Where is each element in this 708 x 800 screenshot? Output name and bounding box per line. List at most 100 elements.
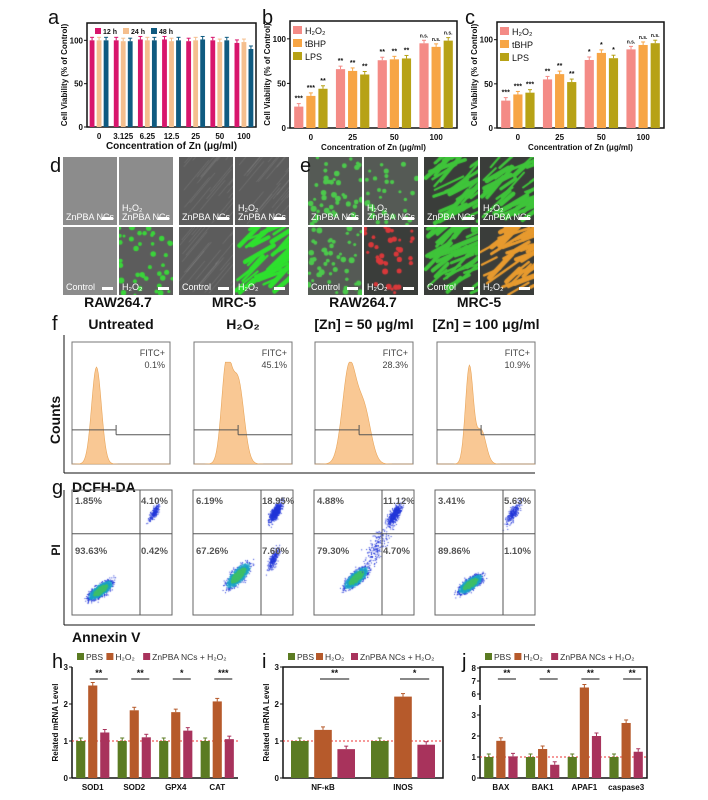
bar-h-0-2 bbox=[100, 732, 110, 778]
image-label: H₂O₂ bbox=[483, 282, 504, 292]
microscopy-image-pixels bbox=[179, 157, 233, 225]
bar-i-0-1 bbox=[314, 729, 332, 778]
microscopy-image: H₂O₂ bbox=[480, 227, 534, 295]
y-tick-label: 6 bbox=[472, 690, 477, 699]
histogram-curve bbox=[314, 361, 413, 465]
microscopy-image-pixels bbox=[63, 227, 117, 295]
bar-b-1-2 bbox=[360, 74, 370, 128]
histogram-title: Untreated bbox=[88, 316, 153, 332]
legend-label: PBS bbox=[494, 652, 511, 662]
scale-bar bbox=[403, 287, 414, 290]
x-tick-label: 25 bbox=[555, 133, 564, 142]
scale-bar bbox=[102, 217, 113, 220]
scale-bar bbox=[519, 287, 530, 290]
microscopy-image: H₂O₂ ZnPBA NCs bbox=[119, 157, 173, 225]
bar-a-5-2 bbox=[224, 40, 230, 128]
scale-bar bbox=[347, 217, 358, 220]
scale-bar bbox=[218, 217, 229, 220]
bar-a-5-0 bbox=[210, 40, 216, 128]
gate-label: FITC+ bbox=[383, 348, 408, 358]
x-tick-label: APAF1 bbox=[572, 783, 598, 792]
x-tick-label: 50 bbox=[215, 132, 224, 141]
quadrant-percent: 6.19% bbox=[196, 496, 223, 507]
legend-label: H₂O₂ bbox=[512, 27, 533, 37]
legend-label: ZnPBA NCs + H₂O₂ bbox=[152, 652, 226, 662]
y-tick-label: 100 bbox=[480, 36, 494, 45]
bar-h-1-2 bbox=[141, 737, 151, 778]
bar-a-3-1 bbox=[169, 41, 174, 128]
bar-b-1-0 bbox=[335, 69, 346, 128]
bar-h-2-2 bbox=[183, 730, 193, 778]
y-axis-title: Related mRNA Level bbox=[51, 684, 60, 762]
image-label: Control bbox=[182, 282, 212, 292]
scale-bar bbox=[463, 287, 474, 290]
y-tick-label: 50 bbox=[74, 80, 83, 89]
panel-label-b: b bbox=[262, 7, 273, 29]
plot-frame-j bbox=[479, 666, 648, 779]
bar-a-4-2 bbox=[200, 39, 206, 127]
panel-label-h: h bbox=[52, 651, 63, 673]
scale-bar bbox=[274, 217, 285, 220]
x-tick-label: caspase3 bbox=[608, 783, 645, 792]
legend-swatch bbox=[500, 40, 509, 48]
microscopy-image: H₂O₂ ZnPBA NCs bbox=[235, 157, 289, 225]
microscopy-image: Control bbox=[63, 227, 117, 295]
microscopy-image: H₂O₂ bbox=[364, 227, 418, 295]
gate-marker bbox=[315, 424, 413, 436]
bar-c-2-1 bbox=[596, 52, 606, 128]
significance-label: n.s. bbox=[432, 37, 441, 43]
x-tick-label: 25 bbox=[191, 132, 200, 141]
significance-label: n.s. bbox=[651, 33, 660, 39]
legend-swatch bbox=[143, 653, 151, 660]
significance-label: * bbox=[413, 668, 417, 678]
bar-a-5-1 bbox=[217, 42, 223, 127]
y-axis-title: Counts bbox=[47, 396, 63, 444]
bar-a-1-1 bbox=[120, 41, 126, 128]
x-tick-label: 25 bbox=[348, 133, 357, 142]
scale-bar bbox=[158, 217, 169, 220]
y-tick-label: 3 bbox=[472, 711, 477, 720]
bar-c-3-0 bbox=[626, 49, 636, 129]
microscopy-image-pixels bbox=[63, 157, 117, 225]
bar-h-3-0 bbox=[200, 741, 210, 778]
gate-percent: 45.1% bbox=[261, 360, 287, 370]
microscopy-image-pixels bbox=[424, 227, 478, 295]
y-axis-title: Related mRNA Level bbox=[262, 684, 271, 762]
y-tick-label: 3 bbox=[64, 663, 69, 672]
legend-label: PBS bbox=[86, 652, 103, 662]
y-tick-label: 8 bbox=[472, 664, 477, 673]
significance-label: ** bbox=[629, 668, 637, 678]
legend-label: tBHP bbox=[305, 39, 326, 49]
bar-a-4-0 bbox=[186, 41, 192, 128]
bar-a-3-0 bbox=[162, 39, 167, 127]
gate-marker bbox=[72, 424, 170, 436]
quadrant-percent: 4.10% bbox=[141, 496, 168, 507]
y-axis-title: Cell Viability (% of Control) bbox=[263, 23, 272, 126]
scale-bar bbox=[347, 287, 358, 290]
x-tick-label: 12.5 bbox=[164, 132, 180, 141]
x-tick-label: 3.125 bbox=[113, 132, 134, 141]
significance-label: ** bbox=[338, 58, 344, 65]
significance-label: *** bbox=[218, 668, 229, 678]
x-tick-label: BAX bbox=[492, 783, 510, 792]
quadrant-percent: 1.85% bbox=[75, 496, 102, 507]
legend-label: PBS bbox=[297, 652, 314, 662]
y-tick-label: 0 bbox=[79, 123, 84, 132]
significance-label: ** bbox=[320, 78, 326, 85]
bar-i-1-2 bbox=[417, 744, 435, 778]
x-tick-label: 6.25 bbox=[140, 132, 156, 141]
y-tick-label: 0 bbox=[275, 774, 280, 783]
significance-label: * bbox=[547, 668, 551, 678]
histogram-title: [Zn] = 50 μg/ml bbox=[314, 316, 413, 332]
dot-plot-frame bbox=[313, 489, 415, 616]
quadrant-percent: 11.12% bbox=[383, 496, 415, 507]
bar-c-0-2 bbox=[525, 92, 535, 128]
density-dot-plot bbox=[193, 490, 293, 615]
bar-b-3-1 bbox=[431, 46, 441, 128]
significance-label: ** bbox=[95, 668, 103, 678]
quadrant-percent: 4.70% bbox=[383, 546, 410, 557]
significance-label: ** bbox=[404, 47, 410, 54]
bar-b-2-0 bbox=[377, 60, 387, 128]
